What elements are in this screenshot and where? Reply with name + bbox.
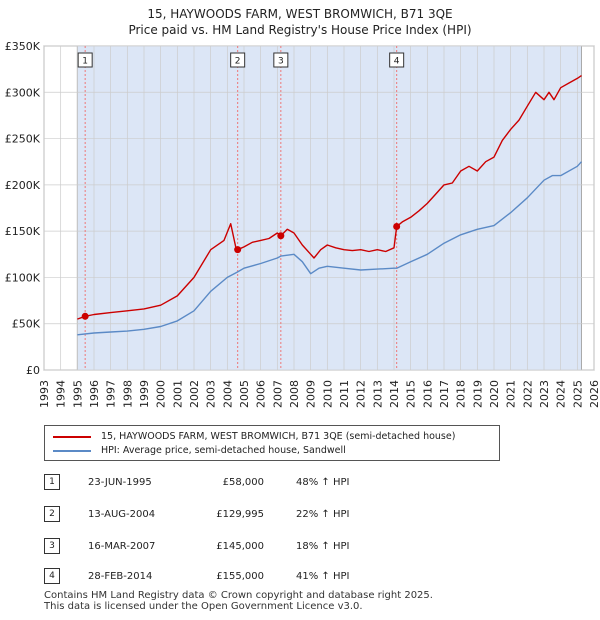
sale-hpi-change: 41% ↑ HPI [296, 571, 350, 582]
sale-label-text: 1 [82, 57, 88, 67]
y-tick-label: £100K [5, 271, 41, 284]
y-tick-label: £0 [26, 364, 40, 377]
x-tick-label: 1996 [88, 380, 101, 408]
x-tick-label: 2015 [405, 380, 418, 408]
data-period-shading [77, 46, 582, 370]
x-tick-label: 1995 [71, 380, 84, 408]
sale-price: £129,995 [216, 509, 264, 520]
sale-number: 2 [44, 506, 60, 522]
sale-point [277, 232, 285, 240]
y-tick-label: £150K [5, 225, 41, 238]
x-tick-label: 2011 [338, 380, 351, 408]
x-tick-label: 2020 [488, 380, 501, 408]
y-tick-label: £250K [5, 133, 41, 146]
y-tick-label: £200K [5, 179, 41, 192]
y-tick-label: £350K [5, 40, 41, 53]
y-tick-label: £300K [5, 86, 41, 99]
footer-licence: This data is licensed under the Open Gov… [44, 601, 363, 612]
sale-price: £155,000 [216, 571, 264, 582]
x-tick-label: 2019 [471, 380, 484, 408]
sale-point [393, 223, 401, 231]
sale-number: 3 [44, 538, 60, 554]
sale-number: 4 [44, 568, 60, 584]
x-tick-label: 2003 [205, 380, 218, 408]
sale-label-box [273, 52, 289, 68]
x-tick-label: 2024 [555, 380, 568, 408]
sale-date: 13-AUG-2004 [88, 509, 156, 520]
x-tick-label: 1999 [138, 380, 151, 408]
x-tick-label: 2009 [305, 380, 318, 408]
sale-hpi-change: 48% ↑ HPI [296, 477, 350, 488]
table-row: 1 23-JUN-1995 £58,000 48% ↑ HPI [44, 474, 584, 490]
x-tick-label: 2000 [155, 380, 168, 408]
sale-label-box [77, 52, 93, 68]
sale-price: £58,000 [222, 477, 264, 488]
sale-label-box [230, 52, 246, 68]
x-tick-label: 2021 [505, 380, 518, 408]
x-tick-label: 2006 [255, 380, 268, 408]
legend-item-property: 15, HAYWOODS FARM, WEST BROMWICH, B71 3Q… [53, 430, 493, 444]
footer: Contains HM Land Registry data © Crown c… [44, 590, 433, 612]
x-tick-label: 2014 [388, 380, 401, 408]
title-line-1: 15, HAYWOODS FARM, WEST BROMWICH, B71 3Q… [147, 7, 453, 21]
sale-date: 16-MAR-2007 [88, 541, 156, 552]
table-row: 4 28-FEB-2014 £155,000 41% ↑ HPI [44, 568, 584, 584]
sale-point [234, 246, 242, 254]
x-tick-label: 2002 [188, 380, 201, 408]
legend-swatch-hpi [53, 450, 91, 452]
footer-copyright: Contains HM Land Registry data © Crown c… [44, 590, 433, 601]
x-tick-label: 2026 [588, 380, 600, 408]
legend-label-property: 15, HAYWOODS FARM, WEST BROMWICH, B71 3Q… [101, 431, 456, 442]
x-tick-label: 2005 [238, 380, 251, 408]
sale-date: 23-JUN-1995 [88, 477, 152, 488]
title-line-2: Price paid vs. HM Land Registry's House … [128, 23, 472, 37]
sale-label-text: 4 [394, 57, 400, 67]
x-tick-label: 2022 [521, 380, 534, 408]
sale-label-text: 2 [235, 57, 241, 67]
y-tick-label: £50K [12, 318, 41, 331]
sale-hpi-change: 22% ↑ HPI [296, 509, 350, 520]
x-tick-label: 2023 [538, 380, 551, 408]
x-tick-label: 2017 [438, 380, 451, 408]
x-tick-label: 1997 [105, 380, 118, 408]
x-tick-label: 1993 [38, 380, 51, 408]
chart-title: 15, HAYWOODS FARM, WEST BROMWICH, B71 3Q… [0, 6, 600, 38]
x-tick-label: 2007 [271, 380, 284, 408]
x-tick-label: 1998 [121, 380, 134, 408]
x-tick-label: 2001 [171, 380, 184, 408]
x-tick-label: 2010 [321, 380, 334, 408]
legend-label-hpi: HPI: Average price, semi-detached house,… [101, 445, 346, 456]
hpi-line [77, 161, 583, 336]
property-price-line [77, 75, 582, 320]
sale-price: £145,000 [216, 541, 264, 552]
x-tick-label: 2018 [455, 380, 468, 408]
legend-item-hpi: HPI: Average price, semi-detached house,… [53, 444, 493, 458]
table-row: 3 16-MAR-2007 £145,000 18% ↑ HPI [44, 538, 584, 554]
x-tick-label: 2008 [288, 380, 301, 408]
sale-date: 28-FEB-2014 [88, 571, 153, 582]
legend: 15, HAYWOODS FARM, WEST BROMWICH, B71 3Q… [44, 425, 500, 461]
x-tick-label: 2025 [571, 380, 584, 408]
sale-hpi-change: 18% ↑ HPI [296, 541, 350, 552]
price-chart: 1 2 3 4 £0 £50K £100K £150K £200K £250K £300K £350… [5, 40, 600, 408]
sale-point [81, 312, 89, 320]
x-tick-label: 2013 [371, 380, 384, 408]
sale-label-text: 3 [278, 57, 284, 67]
sale-number: 1 [44, 474, 60, 490]
x-tick-label: 2004 [221, 380, 234, 408]
legend-swatch-property [53, 436, 91, 438]
x-tick-label: 1994 [55, 380, 68, 408]
table-row: 2 13-AUG-2004 £129,995 22% ↑ HPI [44, 506, 584, 522]
x-tick-label: 2016 [421, 380, 434, 408]
x-tick-label: 2012 [355, 380, 368, 408]
sale-label-box [389, 52, 405, 68]
